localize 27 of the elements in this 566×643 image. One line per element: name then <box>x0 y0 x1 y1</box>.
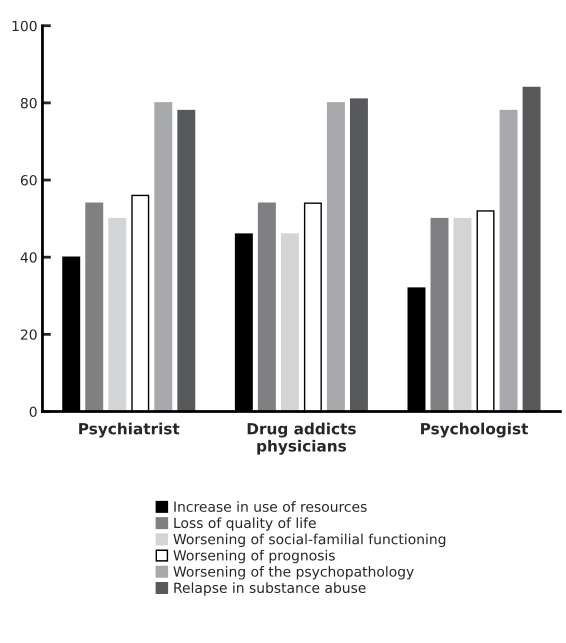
bar <box>154 102 172 412</box>
bar <box>500 110 518 412</box>
legend-label: Relapse in substance abuse <box>174 582 366 596</box>
bar <box>430 218 448 412</box>
x-tick-label: Psychiatrist <box>79 422 180 438</box>
bar <box>454 218 472 412</box>
bar <box>326 102 345 412</box>
bar <box>522 86 541 412</box>
legend-label: Increase in use of resources <box>174 501 367 512</box>
y-tick-label: 80 <box>20 98 37 108</box>
bar <box>258 202 276 412</box>
x-tick-label: Psychologist <box>421 422 528 438</box>
legend-label: Worsening of the psychopathology <box>173 566 414 580</box>
legend-label: Loss of quality of life <box>174 517 316 531</box>
y-tick-label: 20 <box>20 329 37 340</box>
bar <box>85 202 104 412</box>
bar <box>108 218 126 412</box>
y-tick-label: 0 <box>30 406 37 417</box>
y-tick-label: 60 <box>20 175 37 186</box>
y-tick-label: 100 <box>12 20 37 32</box>
bar <box>280 233 299 412</box>
y-tick-label: 40 <box>20 252 37 263</box>
legend-label: Worsening of social-familial functioning <box>173 534 446 548</box>
legend-label: Worsening of prognosis <box>173 550 335 564</box>
bar <box>177 110 196 412</box>
x-tick-label: Drug addicts physicians <box>248 422 356 455</box>
bar <box>350 98 368 412</box>
